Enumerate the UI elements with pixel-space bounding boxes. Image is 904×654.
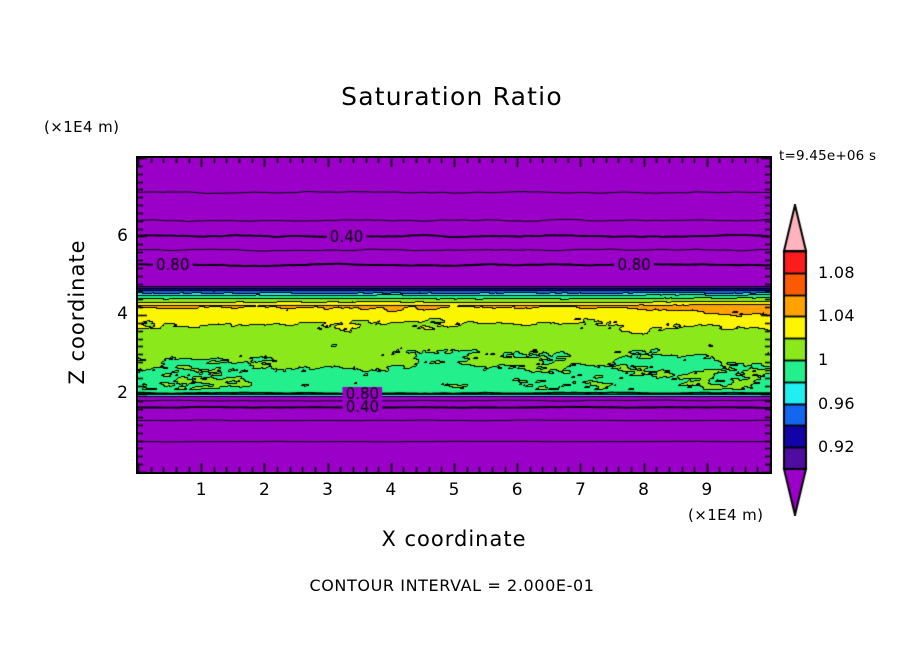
colorbar-tick-label: 1 (818, 350, 829, 369)
page-title: Saturation Ratio (341, 82, 563, 111)
colorbar-tick-label: 1.04 (818, 306, 855, 326)
y-tick-label: 2 (117, 382, 128, 403)
x-tick-label: 7 (574, 480, 586, 500)
x-axis-units-label: (×1E4 m) (688, 506, 764, 524)
x-axis-title: X coordinate (381, 527, 527, 551)
plot-area[interactable] (136, 156, 772, 474)
x-tick-label: 3 (322, 480, 333, 500)
y-axis-title: Z coordinate (65, 239, 89, 385)
x-tick-label: 1 (195, 480, 207, 500)
y-axis-units-label: (×1E4 m) (44, 118, 120, 136)
colorbar-tick-label: 0.92 (818, 437, 855, 457)
contour-field-canvas (138, 158, 770, 472)
colorbar-tick-label: 1.08 (818, 262, 855, 282)
time-annotation: t=9.45e+06 s (779, 148, 877, 164)
x-tick-label: 4 (385, 480, 397, 500)
x-tick-label: 6 (511, 480, 523, 500)
contour-interval-caption: CONTOUR INTERVAL = 2.000E-01 (309, 576, 595, 595)
x-tick-label: 2 (258, 480, 270, 500)
y-tick-label: 6 (117, 225, 128, 246)
x-tick-label: 8 (638, 480, 649, 500)
x-tick-label: 9 (701, 480, 713, 500)
colorbar-tick-label: 0.96 (818, 393, 855, 413)
x-tick-label: 5 (448, 480, 460, 500)
y-tick-label: 4 (117, 304, 128, 324)
colorbar[interactable] (777, 204, 813, 516)
